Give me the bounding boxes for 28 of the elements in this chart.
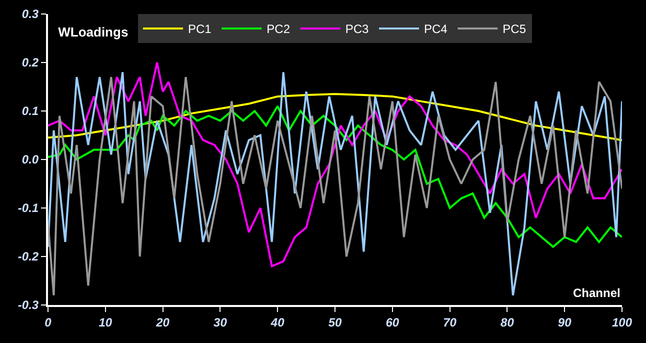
legend-label: PC1 [188,22,212,36]
x-tick-label: 70 [443,315,457,330]
x-tick-label: 30 [214,315,228,330]
x-tick-label: 90 [558,315,572,330]
text: WLoadings [58,24,128,40]
y-tick-label: -0.3 [18,298,39,312]
x-tick-label: 10 [98,315,112,330]
y-tick-label: 0.2 [22,56,39,70]
y-tick-label: -0.2 [18,250,39,264]
legend-label: PC5 [502,22,526,36]
legend-label: PC4 [424,22,448,36]
x-tick-label: 50 [328,315,342,330]
legend-label: PC3 [345,22,370,36]
line-series [48,93,622,142]
y-tick-label: 0.1 [22,104,39,118]
x-tick-label: 20 [155,315,170,330]
y-tick-label: 0.3 [22,7,39,22]
y-tick-label: -0.1 [18,201,39,216]
x-tick-label: 100 [612,315,632,330]
y-tick-label: 0.0 [22,152,39,167]
legend-label: PC2 [266,22,290,36]
x-tick-label: 80 [500,315,514,330]
x-tick-label: 60 [386,315,400,330]
x-tick-label: 40 [270,315,285,330]
x-tick-label: 0 [44,315,52,330]
x-axis-title: Channel [573,286,620,300]
line-series [48,105,622,248]
line-series [48,62,622,268]
